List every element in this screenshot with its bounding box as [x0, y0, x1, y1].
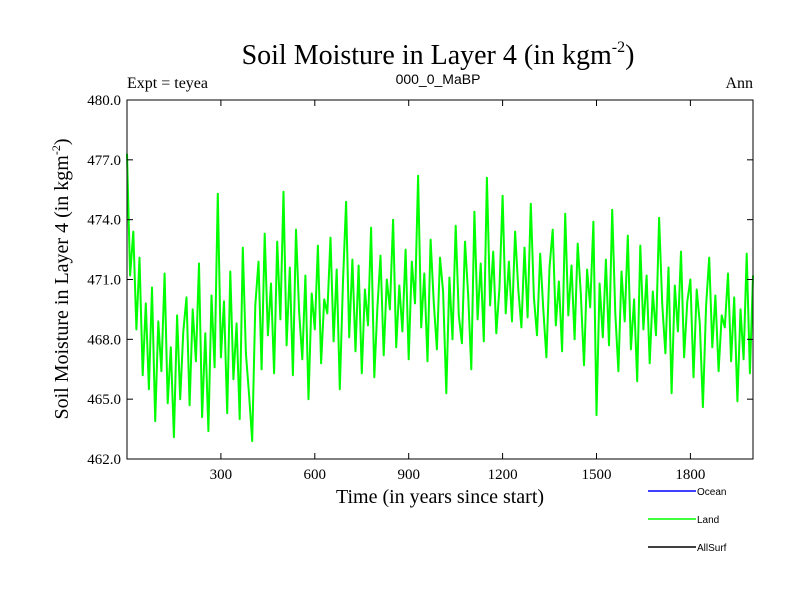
season-label: Ann: [725, 75, 753, 92]
series-line-land: [126, 153, 754, 443]
y-tick-label: 468.0: [87, 332, 121, 348]
legend-label-allsurf: AllSurf: [697, 543, 727, 554]
y-tick-label: 465.0: [87, 392, 121, 408]
period-label: 000_0_MaBP: [396, 71, 481, 87]
legend-label-ocean: Ocean: [697, 487, 726, 498]
y-tick-label: 462.0: [87, 452, 121, 468]
chart-title: Soil Moisture in Layer 4 (in kgm-2): [242, 39, 635, 71]
y-axis-label-sup: -2: [49, 145, 63, 155]
expt-label: Expt = teyea: [127, 75, 208, 92]
x-tick-label: 1200: [488, 467, 518, 483]
y-tick-label: 477.0: [87, 153, 121, 169]
x-tick-label: 1500: [582, 467, 612, 483]
y-tick-label: 480.0: [87, 93, 121, 109]
y-axis-label-main: Soil Moisture in Layer 4 (in kgm: [51, 155, 73, 420]
y-tick-label: 471.0: [87, 273, 121, 289]
legend: Ocean Land AllSurf: [648, 487, 727, 554]
x-tick-label: 600: [304, 467, 327, 483]
x-axis-label: Time (in years since start): [336, 486, 544, 508]
series-layer: [126, 153, 754, 443]
x-tick-label: 300: [210, 467, 233, 483]
x-tick-label: 900: [397, 467, 420, 483]
chart-title-sup: -2: [612, 39, 625, 56]
x-tick-label: 1800: [675, 467, 705, 483]
y-axis-label-close: ): [51, 138, 73, 145]
y-tick-label: 474.0: [87, 213, 121, 229]
legend-label-land: Land: [697, 515, 719, 526]
y-axis-label: Soil Moisture in Layer 4 (in kgm-2): [49, 138, 73, 419]
chart-title-close: ): [625, 40, 634, 71]
axes-layer: 300 600 900 1200 1500 1800 462.0 465.0 468.0 471.…: [87, 93, 754, 483]
chart-title-main: Soil Moisture in Layer 4 (in kgm: [242, 40, 612, 71]
